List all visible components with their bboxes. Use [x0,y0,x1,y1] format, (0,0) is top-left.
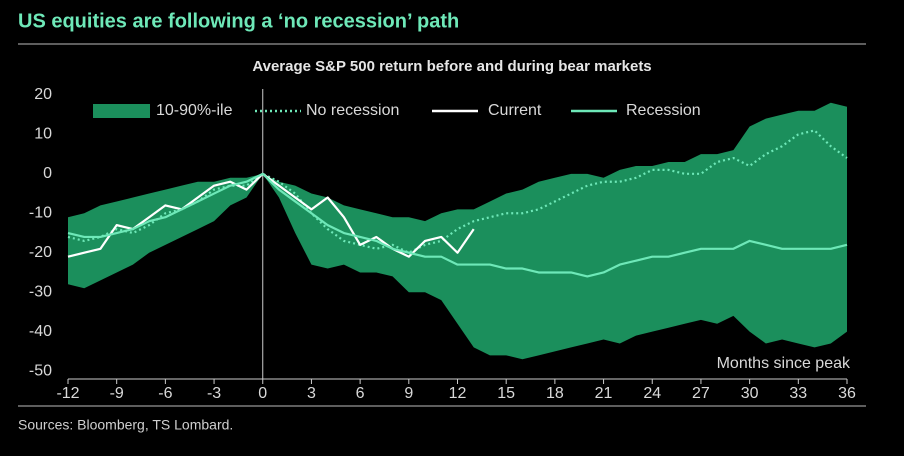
y-tick-label: -40 [29,323,52,340]
x-tick-label: 33 [789,385,807,402]
x-tick-label: 6 [356,385,365,402]
legend-label: No recession [306,102,399,119]
source: Sources: Bloomberg, TS Lombard. [18,417,233,433]
x-tick-label: -3 [207,385,221,402]
legend-label: Recession [626,102,701,119]
y-tick-label: 10 [34,126,52,143]
legend-swatch [93,104,150,118]
y-tick-label: -50 [29,362,52,379]
x-tick-label: 36 [838,385,856,402]
x-tick-label: -6 [158,385,172,402]
chart-title: US equities are following a ‘no recessio… [18,10,459,32]
x-axis-label: Months since peak [717,355,851,372]
y-tick-label: 0 [43,165,52,182]
legend-label: 10-90%-ile [156,102,233,119]
y-tick-label: -30 [29,283,52,300]
x-tick-label: 15 [497,385,515,402]
x-tick-label: 27 [692,385,710,402]
x-tick-label: 9 [404,385,413,402]
y-tick-label: -20 [29,244,52,261]
x-tick-label: 0 [258,385,267,402]
x-tick-label: 3 [307,385,316,402]
x-tick-label: -12 [56,385,79,402]
series-line [67,172,848,278]
band-area [68,102,847,360]
y-tick-label: 20 [34,86,52,103]
chart-subtitle: Average S&P 500 return before and during… [252,58,651,75]
x-tick-label: 12 [449,385,467,402]
x-tick-label: 30 [741,385,759,402]
x-tick-label: 21 [595,385,613,402]
x-tick-label: -9 [110,385,124,402]
x-tick-label: 24 [643,385,661,402]
x-tick-label: 18 [546,385,564,402]
legend-label: Current [488,102,542,119]
y-tick-label: -10 [29,205,52,222]
